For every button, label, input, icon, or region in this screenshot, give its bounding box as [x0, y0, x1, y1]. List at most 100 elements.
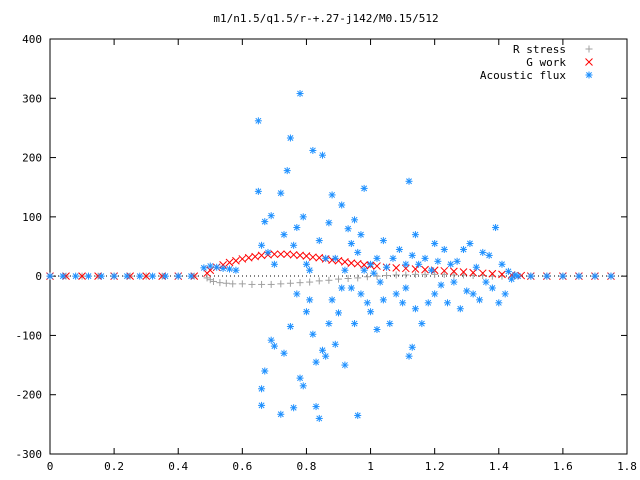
y-tick-label: 300 — [22, 92, 42, 105]
point-g-work — [498, 270, 506, 279]
point-acoustic-flux — [347, 240, 355, 248]
point-acoustic-flux — [306, 266, 314, 274]
point-g-work — [373, 262, 381, 270]
point-acoustic-flux — [411, 231, 419, 239]
x-tick-label: 0.8 — [297, 460, 317, 473]
point-acoustic-flux — [460, 245, 468, 253]
x-tick-label: 0 — [47, 460, 54, 473]
point-r-stress — [222, 279, 230, 287]
point-acoustic-flux — [424, 299, 432, 307]
point-acoustic-flux — [174, 272, 182, 280]
point-acoustic-flux — [360, 184, 368, 192]
point-g-work — [478, 269, 487, 278]
point-g-work — [283, 250, 292, 259]
point-acoustic-flux — [354, 411, 362, 419]
point-acoustic-flux — [575, 272, 583, 280]
point-acoustic-flux — [508, 275, 516, 283]
point-acoustic-flux — [338, 284, 346, 292]
point-g-work — [315, 253, 324, 262]
point-r-stress — [229, 280, 237, 288]
point-acoustic-flux — [379, 237, 387, 245]
point-acoustic-flux — [363, 299, 371, 307]
point-acoustic-flux — [123, 272, 131, 280]
point-g-work — [289, 250, 298, 259]
point-acoustic-flux — [72, 272, 80, 280]
point-acoustic-flux — [293, 290, 301, 298]
point-r-stress — [238, 280, 246, 288]
point-acoustic-flux — [293, 224, 301, 232]
point-acoustic-flux — [357, 231, 365, 239]
point-g-work — [469, 268, 477, 277]
point-acoustic-flux — [213, 263, 221, 271]
point-acoustic-flux — [258, 241, 266, 249]
point-acoustic-flux — [373, 326, 381, 333]
point-r-stress — [392, 271, 400, 279]
point-acoustic-flux — [360, 266, 368, 274]
legend-label-g-work: G work — [526, 56, 566, 69]
point-acoustic-flux — [302, 308, 310, 316]
x-tick-label: 0.6 — [232, 460, 252, 473]
point-g-work — [360, 261, 368, 269]
point-acoustic-flux — [312, 403, 320, 411]
x-tick-label: 1.8 — [617, 460, 637, 473]
point-acoustic-flux — [431, 240, 439, 248]
point-acoustic-flux — [315, 237, 323, 245]
legend-marker-r-stress — [585, 45, 593, 53]
point-acoustic-flux — [254, 187, 262, 195]
point-acoustic-flux — [290, 404, 298, 412]
point-acoustic-flux — [264, 248, 272, 256]
point-acoustic-flux — [261, 218, 269, 226]
point-acoustic-flux — [331, 254, 339, 262]
point-acoustic-flux — [315, 414, 323, 422]
point-r-stress — [450, 271, 458, 279]
point-r-stress — [344, 275, 352, 283]
point-r-stress — [335, 275, 342, 283]
point-acoustic-flux — [306, 296, 314, 304]
point-acoustic-flux — [514, 272, 522, 280]
point-g-work — [347, 259, 356, 267]
point-g-work — [341, 258, 349, 266]
point-g-work — [257, 251, 266, 260]
point-g-work — [353, 259, 362, 268]
legend-label-r-stress: R stress — [513, 43, 566, 56]
y-tick-label: 400 — [22, 33, 42, 46]
point-acoustic-flux — [335, 309, 342, 317]
point-acoustic-flux — [421, 254, 429, 262]
point-g-work — [392, 263, 401, 272]
point-acoustic-flux — [302, 260, 310, 268]
point-acoustic-flux — [415, 260, 423, 268]
point-acoustic-flux — [591, 272, 599, 280]
chart-title: m1/n1.5/q1.5/r-+.27-j142/M0.15/512 — [213, 12, 438, 25]
point-g-work — [302, 252, 311, 260]
point-acoustic-flux — [485, 251, 493, 259]
point-g-work — [244, 253, 253, 262]
point-acoustic-flux — [383, 263, 391, 271]
point-acoustic-flux — [495, 299, 503, 307]
point-acoustic-flux — [389, 254, 397, 262]
point-acoustic-flux — [354, 248, 362, 256]
point-acoustic-flux — [270, 342, 278, 350]
point-acoustic-flux — [492, 224, 500, 232]
point-r-stress — [363, 273, 371, 281]
point-acoustic-flux — [149, 272, 157, 280]
legend-label-acoustic-flux: Acoustic flux — [480, 69, 566, 82]
point-acoustic-flux — [392, 290, 400, 298]
point-acoustic-flux — [367, 260, 375, 268]
point-g-work — [142, 272, 151, 280]
point-r-stress — [206, 276, 214, 284]
point-acoustic-flux — [232, 266, 240, 274]
point-r-stress — [402, 271, 410, 279]
point-acoustic-flux — [402, 284, 410, 292]
point-r-stress — [296, 279, 304, 287]
point-acoustic-flux — [277, 410, 285, 418]
point-acoustic-flux — [376, 278, 384, 286]
point-acoustic-flux — [367, 308, 375, 316]
point-acoustic-flux — [299, 213, 307, 221]
point-acoustic-flux — [341, 361, 349, 369]
point-acoustic-flux — [479, 248, 487, 256]
point-acoustic-flux — [379, 296, 387, 304]
point-g-work — [276, 250, 285, 259]
point-r-stress — [248, 280, 256, 288]
y-tick-label: 200 — [22, 152, 42, 165]
